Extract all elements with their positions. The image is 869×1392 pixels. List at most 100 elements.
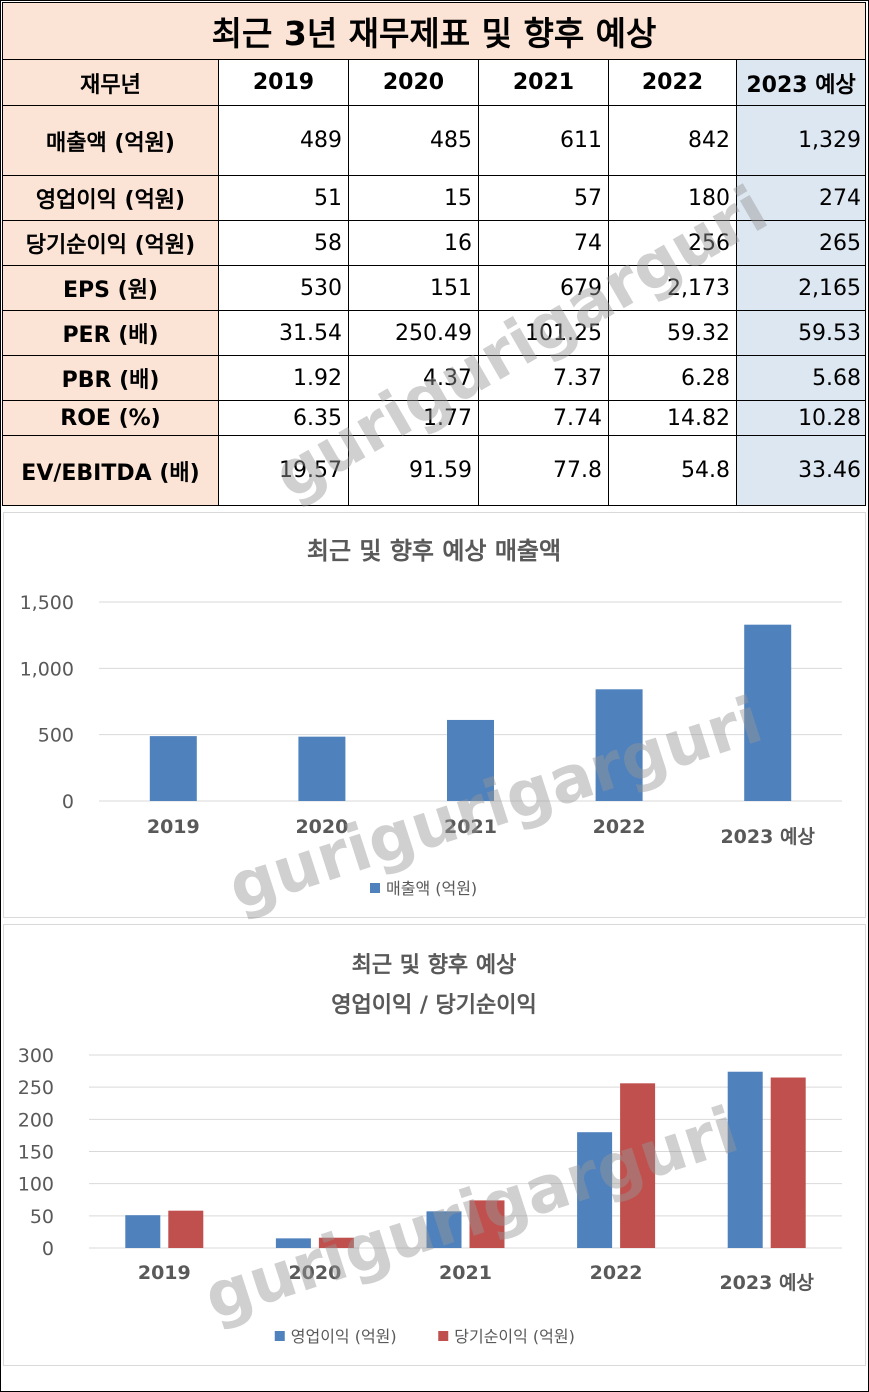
header-cell: 재무년 [2,59,219,106]
table-cell: 274 [735,175,867,221]
y-tick-label: 250 [18,1077,54,1099]
table-cell: 489 [218,105,349,176]
chart-title: 영업이익 / 당기순이익 [331,993,537,1018]
x-tick-label: 2019 [138,1262,191,1284]
table-cell: 485 [348,105,479,176]
header-cell: 2022 [608,59,737,106]
table-cell: 4.37 [348,355,479,401]
table-row: 매출액 (억원) 489 485 611 842 1,329 [2,105,867,176]
bar [275,1238,311,1248]
table-cell: 74 [478,220,609,266]
row-label: PER (배) [2,310,219,356]
legend-label: 매출액 (억원) [386,879,477,898]
table-cell: 842 [608,105,737,176]
y-tick-label: 100 [18,1174,54,1196]
table-cell: 59.53 [735,310,867,356]
table-cell: 7.74 [478,400,609,436]
bar [595,689,643,801]
y-tick-label: 300 [18,1045,54,1067]
bar [168,1210,204,1248]
table-cell: 2,173 [608,265,737,311]
header-cell: 2020 [348,59,479,106]
bar [426,1211,462,1248]
table-cell: 1.92 [218,355,349,401]
table-cell: 530 [218,265,349,311]
table-cell: 611 [478,105,609,176]
table-cell: 51 [218,175,349,221]
table-cell: 7.37 [478,355,609,401]
header-cell: 2023 예상 [735,59,867,106]
x-tick-label: 2023 예상 [720,826,815,848]
table-cell: 679 [478,265,609,311]
table-row: 영업이익 (억원) 51 15 57 180 274 [2,175,867,221]
y-tick-label: 500 [38,725,74,747]
table-cell: 5.68 [735,355,867,401]
y-tick-label: 0 [42,1238,54,1260]
table-title: 최근 3년 재무제표 및 향후 예상 [1,2,867,60]
table-cell: 10.28 [735,400,867,436]
table-title-row: 최근 3년 재무제표 및 향후 예상 [1,2,867,60]
revenue-chart-svg: 최근 및 향후 예상 매출액 0 500 1,000 1,500 2019 2020 2021… [20,537,842,898]
y-tick-label: 50 [30,1206,54,1228]
profit-chart: 최근 및 향후 예상 영업이익 / 당기순이익 0 50 100 150 200 250 300… [3,924,866,1366]
legend-swatch [438,1331,449,1341]
table-row: PBR (배) 1.92 4.37 7.37 6.28 5.68 [2,355,867,401]
table-cell: 6.28 [608,355,737,401]
bar [770,1077,806,1248]
table-row: EV/EBITDA (배) 19.57 91.59 77.8 54.8 33.4… [2,435,867,506]
table-cell: 180 [608,175,737,221]
bar [620,1083,656,1248]
table-cell: 16 [348,220,479,266]
y-tick-label: 150 [18,1142,54,1164]
row-label: 당기순이익 (억원) [2,220,219,266]
table-cell: 58 [218,220,349,266]
table-row: EPS (원) 530 151 679 2,173 2,165 [2,265,867,311]
table-cell: 1.77 [348,400,479,436]
chart-title: 최근 및 향후 예상 [352,953,517,978]
table-cell: 6.35 [218,400,349,436]
bar [469,1200,505,1248]
y-tick-label: 1,500 [20,592,74,614]
legend-swatch [274,1331,285,1341]
table-cell: 77.8 [478,435,609,506]
revenue-chart: 최근 및 향후 예상 매출액 0 500 1,000 1,500 2019 2020 2021… [3,512,866,918]
table-cell: 15 [348,175,479,221]
header-cell: 2021 [478,59,609,106]
table-cell: 256 [608,220,737,266]
table-cell: 2,165 [735,265,867,311]
bar [447,719,494,801]
table-cell: 19.57 [218,435,349,506]
x-tick-label: 2020 [288,1262,341,1284]
table-cell: 250.49 [348,310,479,356]
row-label: EV/EBITDA (배) [2,435,219,506]
table-row: PER (배) 31.54 250.49 101.25 59.32 59.53 [2,310,867,356]
table-cell: 1,329 [735,105,867,176]
financial-table: 최근 3년 재무제표 및 향후 예상 재무년 2019 2020 2021 20… [1,2,867,506]
row-label: EPS (원) [2,265,219,311]
table-row: ROE (%) 6.35 1.77 7.74 14.82 10.28 [2,400,867,436]
bar [149,736,197,801]
table-cell: 101.25 [478,310,609,356]
row-label: 영업이익 (억원) [2,175,219,221]
y-tick-label: 1,000 [20,658,74,680]
table-header-row: 재무년 2019 2020 2021 2022 2023 예상 [2,59,867,106]
x-tick-label: 2022 [593,816,646,838]
table-cell: 151 [348,265,479,311]
table-cell: 14.82 [608,400,737,436]
bar [744,624,792,801]
table-cell: 91.59 [348,435,479,506]
bar [318,1237,354,1248]
x-tick-label: 2021 [439,1262,492,1284]
row-label: PBR (배) [2,355,219,401]
legend-label: 당기순이익 (억원) [454,1327,575,1346]
legend-swatch [370,883,380,893]
table-row: 당기순이익 (억원) 58 16 74 256 265 [2,220,867,266]
table-cell: 59.32 [608,310,737,356]
x-tick-label: 2020 [295,816,348,838]
table-cell: 33.46 [735,435,867,506]
bar [298,736,346,801]
row-label: ROE (%) [2,400,219,436]
table-cell: 54.8 [608,435,737,506]
legend-label: 영업이익 (억원) [291,1327,397,1346]
row-label: 매출액 (억원) [2,105,219,176]
